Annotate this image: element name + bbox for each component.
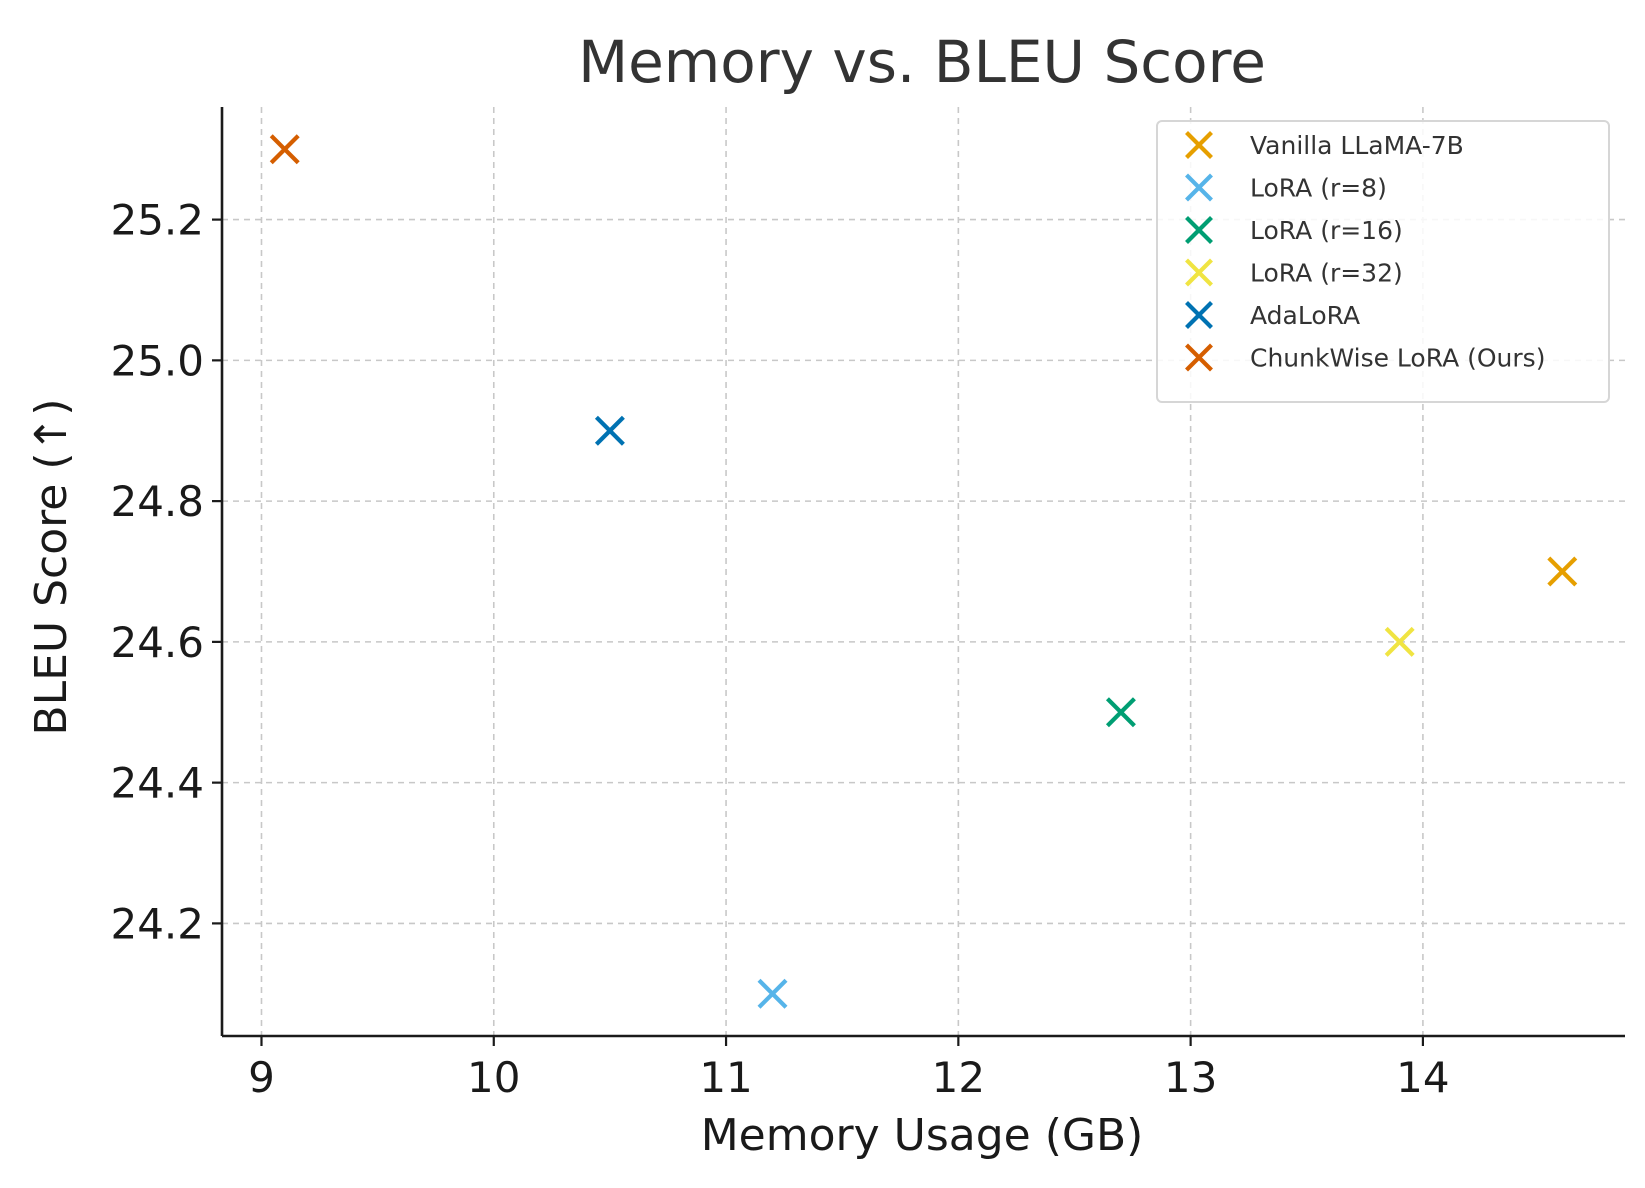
ticks: 9 10 11 12 13 14 24.2 24.4 24.6 24.8 25.0 25.2: [110, 196, 1449, 1102]
data-point: [1547, 556, 1578, 587]
x-tick-label: 10: [467, 1053, 520, 1102]
data-point: [1384, 626, 1415, 657]
x-tick-label: 14: [1396, 1053, 1449, 1102]
data-point: [1105, 697, 1136, 728]
legend-marker: [1185, 216, 1213, 244]
legend-label: Vanilla LLaMA-7B: [1250, 131, 1464, 160]
chart-title: Memory vs. BLEU Score: [578, 28, 1266, 96]
y-tick-label: 24.2: [110, 899, 204, 948]
legend-label: LoRA (r=8): [1250, 174, 1387, 203]
x-tick-label: 9: [248, 1053, 275, 1102]
x-tick-label: 11: [699, 1053, 752, 1102]
y-axis-label: BLEU Score (↑): [26, 398, 77, 735]
legend-label: LoRA (r=16): [1250, 216, 1403, 245]
x-tick-label: 12: [932, 1053, 985, 1102]
data-points: [269, 134, 1578, 1009]
legend-marker: [1185, 258, 1213, 287]
y-tick-label: 25.2: [110, 196, 204, 245]
data-point: [269, 134, 300, 165]
y-tick-label: 24.4: [110, 759, 204, 808]
legend-label: ChunkWise LoRA (Ours): [1250, 344, 1545, 373]
legend-marker: [1185, 131, 1213, 159]
legend-marker: [1185, 173, 1213, 202]
legend-box: [1156, 120, 1610, 403]
data-point: [757, 978, 788, 1009]
axes: [220, 107, 1625, 1038]
legend-label: LoRA (r=32): [1250, 259, 1403, 288]
y-tick-label: 24.8: [110, 477, 204, 526]
x-tick-label: 13: [1164, 1053, 1217, 1102]
legend: Vanilla LLaMA-7B LoRA (r=8) LoRA (r=16) LoR…: [1156, 120, 1610, 403]
data-point: [594, 415, 625, 446]
x-axis-label: Memory Usage (GB): [701, 1110, 1144, 1161]
legend-marker: [1185, 343, 1213, 372]
y-tick-label: 25.0: [110, 336, 204, 385]
legend-label: AdaLoRA: [1250, 301, 1360, 330]
legend-marker: [1185, 301, 1213, 329]
y-tick-label: 24.6: [110, 618, 204, 667]
